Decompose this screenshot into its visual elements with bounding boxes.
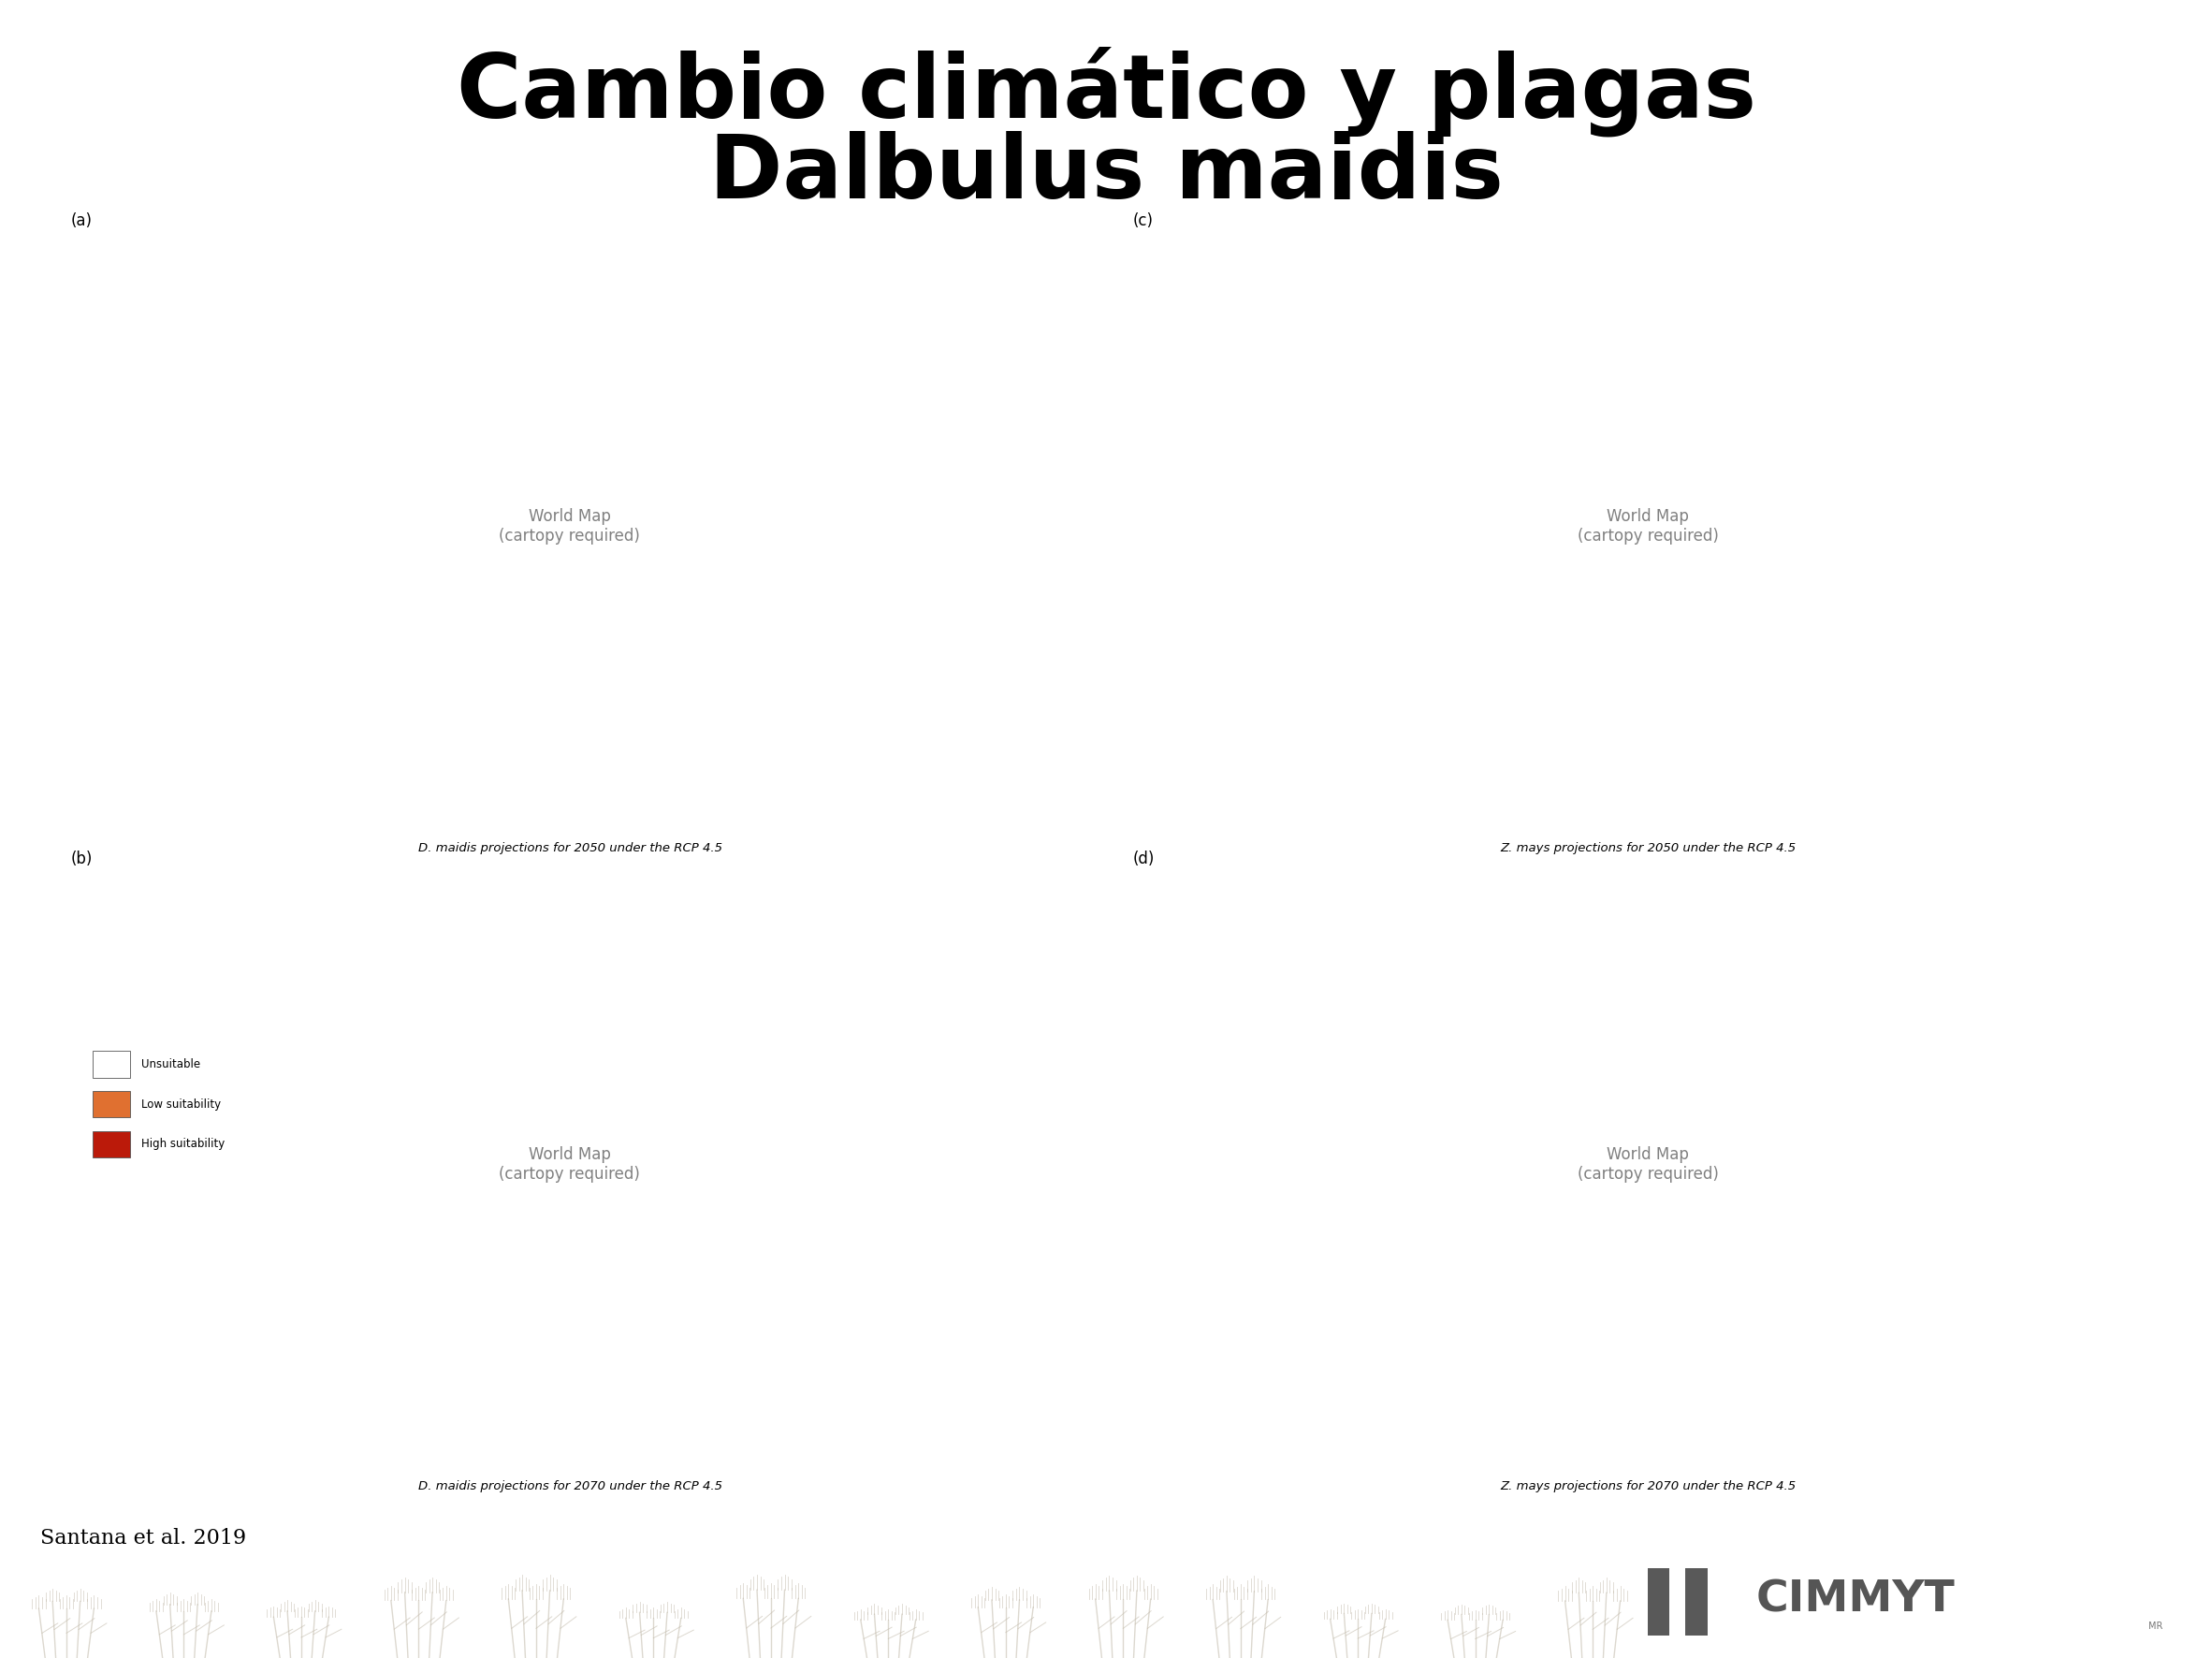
Text: (d): (d) <box>1133 851 1155 867</box>
Text: World Map
(cartopy required): World Map (cartopy required) <box>1577 509 1719 544</box>
Text: D. maidis projections for 2050 under the RCP 4.5: D. maidis projections for 2050 under the… <box>418 842 723 854</box>
Text: CIMMYT: CIMMYT <box>1756 1578 1955 1622</box>
Bar <box>1686 1568 1708 1635</box>
Text: World Map
(cartopy required): World Map (cartopy required) <box>500 509 639 544</box>
Text: Low suitability: Low suitability <box>142 1098 221 1111</box>
Text: Cambio climático y plagas: Cambio climático y plagas <box>456 46 1756 136</box>
Text: Santana et al. 2019: Santana et al. 2019 <box>40 1529 246 1549</box>
Text: High suitability: High suitability <box>142 1137 226 1151</box>
Text: World Map
(cartopy required): World Map (cartopy required) <box>1577 1147 1719 1182</box>
Text: D. maidis projections for 2070 under the RCP 4.5: D. maidis projections for 2070 under the… <box>418 1481 723 1492</box>
Text: (b): (b) <box>71 851 93 867</box>
Text: Unsuitable: Unsuitable <box>142 1058 201 1071</box>
Bar <box>1648 1568 1670 1635</box>
Text: Z. mays projections for 2070 under the RCP 4.5: Z. mays projections for 2070 under the R… <box>1500 1481 1796 1492</box>
Text: Z. mays projections for 2050 under the RCP 4.5: Z. mays projections for 2050 under the R… <box>1500 842 1796 854</box>
Text: (c): (c) <box>1133 212 1152 229</box>
Text: Dalbulus maidis: Dalbulus maidis <box>708 131 1504 217</box>
Text: (a): (a) <box>71 212 93 229</box>
Text: MR: MR <box>2148 1622 2163 1630</box>
Text: World Map
(cartopy required): World Map (cartopy required) <box>500 1147 639 1182</box>
